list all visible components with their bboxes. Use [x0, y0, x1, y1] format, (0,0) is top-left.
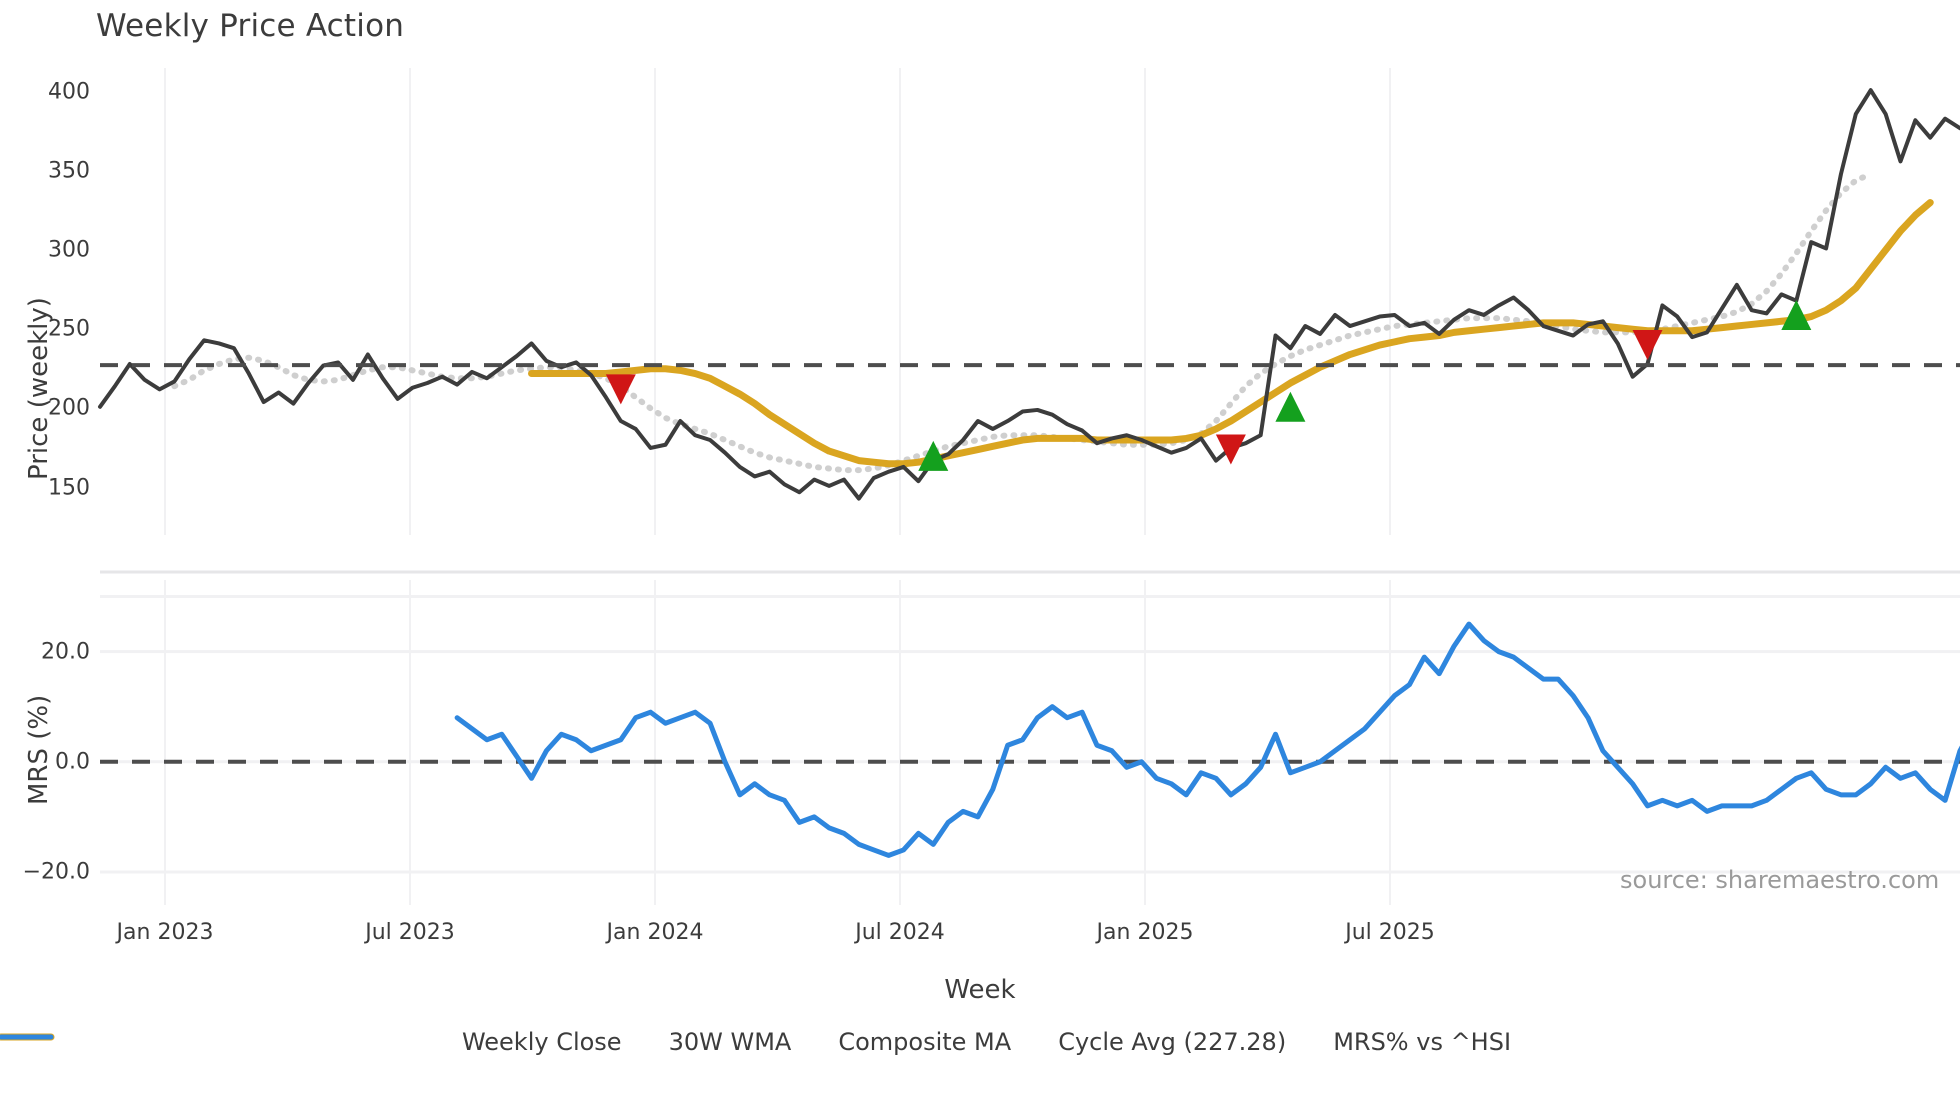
source-watermark: source: sharemaestro.com — [1620, 866, 1940, 894]
mrs-ytick: −20.0 — [22, 859, 90, 885]
legend-label: MRS% vs ^HSI — [1333, 1028, 1512, 1056]
price-ytick: 400 — [48, 79, 90, 105]
sell-signal-marker[interactable] — [1215, 434, 1246, 465]
price-ytick: 200 — [48, 395, 90, 421]
price-ytick: 350 — [48, 158, 90, 184]
legend-item[interactable]: Weekly Close — [0, 1028, 622, 1056]
legend-label: Composite MA — [838, 1028, 1012, 1056]
chart-legend: Weekly Close 30W WMA Composite MA Cycle Avg… — [0, 1028, 1960, 1056]
buy-signal-marker[interactable] — [1781, 299, 1812, 330]
x-tick: Jan 2025 — [1096, 920, 1194, 945]
legend-item[interactable]: 30W WMA — [0, 1028, 792, 1056]
x-tick: Jul 2023 — [365, 920, 455, 945]
legend-item[interactable]: Cycle Avg (227.28) — [0, 1028, 1287, 1056]
legend-label: Cycle Avg (227.28) — [1058, 1028, 1287, 1056]
x-tick: Jul 2024 — [855, 920, 945, 945]
mrs-ytick: 20.0 — [41, 639, 90, 665]
legend-label: 30W WMA — [668, 1028, 792, 1056]
price-ytick: 150 — [48, 475, 90, 500]
sell-signal-marker[interactable] — [1632, 330, 1663, 361]
price-ytick: 250 — [48, 316, 90, 342]
x-axis-label: Week — [944, 975, 1016, 1005]
price-ytick: 300 — [48, 237, 90, 263]
sell-signal-marker[interactable] — [605, 374, 636, 405]
legend-item[interactable]: Composite MA — [0, 1028, 1012, 1056]
legend-item[interactable]: MRS% vs ^HSI — [0, 1028, 1512, 1056]
legend-label: Weekly Close — [461, 1028, 622, 1056]
buy-signal-marker[interactable] — [1275, 391, 1306, 422]
mrs-ytick: 0.0 — [55, 749, 90, 775]
x-tick: Jan 2023 — [116, 920, 214, 945]
x-tick: Jul 2025 — [1345, 920, 1435, 945]
legend-swatch-icon — [0, 1034, 54, 1040]
series-mrs — [454, 621, 1960, 858]
page-title: Weekly Price Action — [96, 8, 405, 44]
series-30w-wma — [528, 199, 1934, 468]
buy-signal-marker[interactable] — [918, 440, 949, 471]
series-composite-ma — [171, 171, 1874, 474]
x-tick: Jan 2024 — [606, 920, 704, 945]
